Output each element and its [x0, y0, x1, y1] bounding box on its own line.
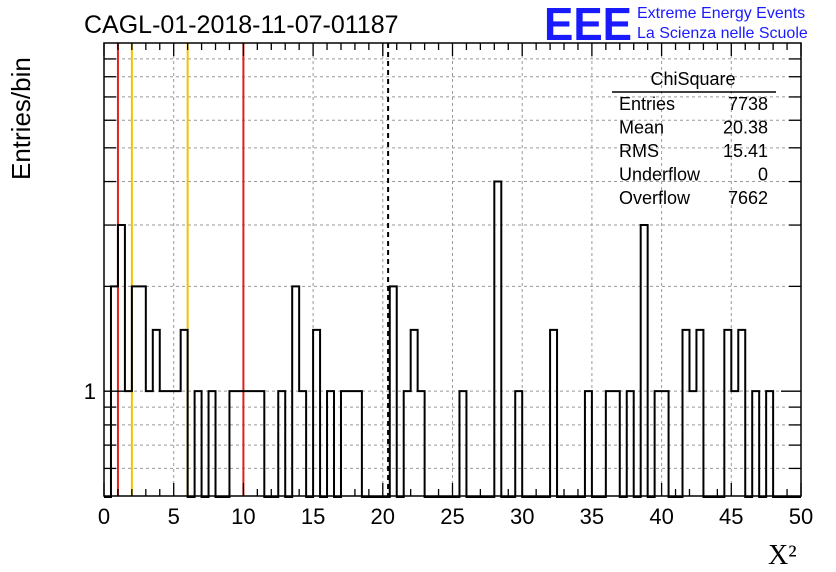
x-tick-label: 30 [510, 504, 534, 529]
stats-row-value: 15.41 [723, 141, 768, 161]
y-tick-label: 1 [84, 379, 96, 404]
x-tick-label: 45 [719, 504, 743, 529]
axis-ticks [103, 43, 802, 496]
stats-row-label: RMS [619, 141, 659, 161]
x-tick-label: 35 [580, 504, 604, 529]
tick-labels: 0 5 10 15 20 25 30 35 40 45 50 1 [84, 379, 813, 529]
x-tick-label: 5 [168, 504, 180, 529]
stats-rows: Entries 7738 Mean 20.38 RMS 15.41 Underflow 0 Ov… [619, 94, 768, 208]
x-tick-label: 25 [440, 504, 464, 529]
stats-row-value: 0 [758, 165, 768, 185]
stats-title: ChiSquare [650, 69, 735, 89]
y-axis-label: Entries/bin [6, 57, 36, 180]
x-tick-label: 15 [301, 504, 325, 529]
logo-line2: La Scienza nelle Scuole [637, 25, 808, 42]
chart-title: CAGL-01-2018-11-07-01187 [84, 11, 399, 39]
x-tick-label: 20 [371, 504, 395, 529]
x-tick-label: 10 [231, 504, 255, 529]
eee-logo: EEE Extreme Energy Events La Scienza nel… [544, 0, 808, 50]
x-tick-label: 40 [649, 504, 673, 529]
histogram-outline [104, 180, 801, 498]
x-tick-label: 50 [789, 504, 813, 529]
stats-row-label: Entries [619, 94, 675, 114]
logo-line1: Extreme Energy Events [637, 5, 805, 22]
x-axis-label: X² [768, 540, 797, 571]
stats-row-value: 7738 [728, 94, 768, 114]
stats-row-label: Overflow [619, 188, 691, 208]
marker-lines [116, 43, 390, 496]
stats-row-label: Underflow [619, 165, 701, 185]
stats-row-label: Mean [619, 118, 664, 138]
stats-box: ChiSquare Entries 7738 Mean 20.38 RMS 15.41 Un… [612, 69, 776, 208]
x-tick-label: 0 [98, 504, 110, 529]
grid-lines [104, 43, 801, 496]
stats-row-value: 7662 [728, 188, 768, 208]
stats-row-value: 20.38 [723, 118, 768, 138]
logo-eee-text: EEE [544, 0, 632, 50]
